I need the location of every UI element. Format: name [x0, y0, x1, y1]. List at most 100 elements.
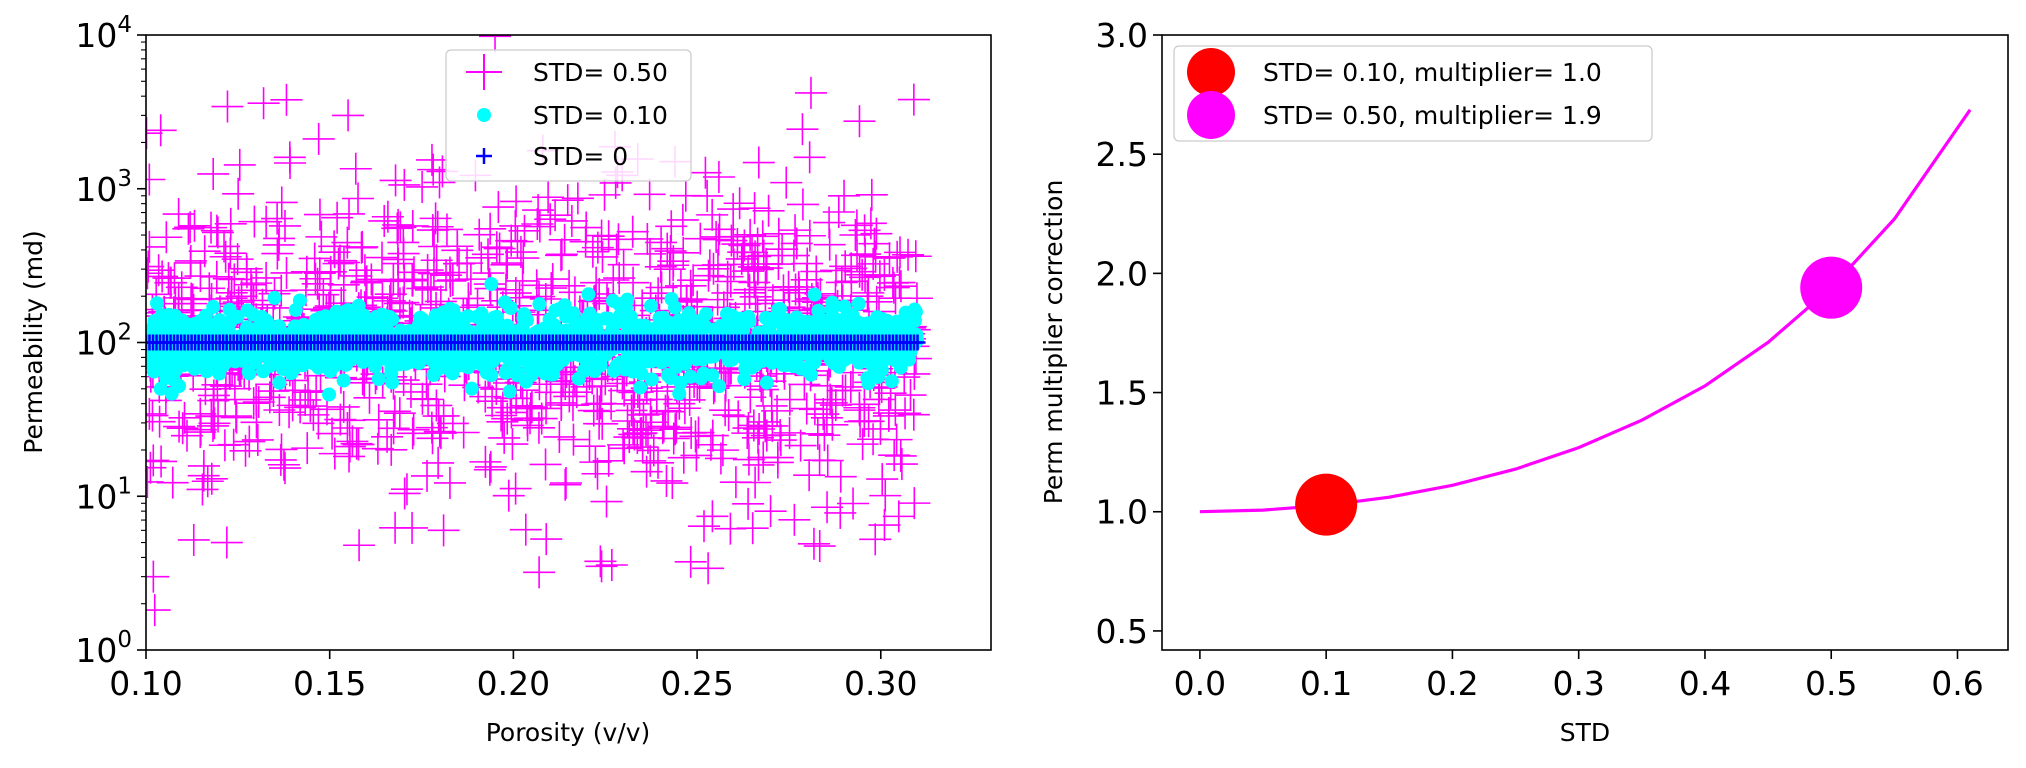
scatter-point	[482, 318, 497, 333]
scatter-point	[291, 432, 324, 465]
scatter-point	[179, 334, 194, 349]
scatter-point	[180, 317, 195, 332]
y-axis-label: Permeability (md)	[19, 230, 48, 453]
scatter-point	[529, 448, 562, 481]
scatter-point	[898, 487, 931, 520]
scatter-point	[447, 358, 462, 373]
scatter-point	[292, 293, 307, 308]
scatter-point	[146, 405, 176, 438]
scatter-point	[331, 226, 364, 259]
scatter-point	[217, 428, 250, 461]
scatter-point	[859, 240, 892, 273]
scatter-point	[486, 391, 519, 424]
scatter-point	[521, 207, 554, 240]
scatter-point	[882, 500, 915, 533]
scatter-point	[416, 214, 449, 247]
scatter-point	[229, 434, 262, 467]
scatter-point	[817, 314, 832, 329]
scatter-point	[200, 326, 215, 341]
x-tick-label: 0.25	[660, 664, 733, 703]
scatter-point	[824, 460, 857, 493]
scatter-point	[801, 417, 834, 450]
scatter-point	[861, 376, 876, 391]
scatter-point	[692, 314, 707, 329]
scatter-point	[650, 464, 683, 497]
scatter-point	[396, 263, 429, 296]
legend-marker	[466, 54, 502, 90]
scatter-point	[451, 247, 484, 280]
scatter-point	[581, 310, 596, 325]
scatter-point	[791, 247, 824, 280]
scatter-point	[146, 560, 170, 593]
scatter-point	[474, 450, 507, 483]
scatter-point	[484, 277, 499, 292]
scatter-point	[674, 269, 707, 302]
scatter-point	[539, 199, 572, 232]
scatter-point	[617, 358, 632, 373]
scatter-point	[157, 352, 172, 367]
scatter-point	[848, 404, 881, 437]
scatter-point	[654, 235, 687, 268]
scatter-point	[162, 308, 177, 323]
scatter-point	[908, 304, 923, 319]
scatter-point	[603, 262, 636, 295]
scatter-point	[807, 287, 822, 302]
scatter-point	[542, 312, 557, 327]
scatter-point	[705, 368, 720, 383]
x-tick-label: 0.0	[1174, 664, 1226, 703]
scatter-point	[265, 186, 298, 219]
scatter-point	[869, 479, 902, 512]
scatter-point	[297, 398, 330, 431]
line-series	[1199, 108, 1972, 536]
scatter-point	[200, 214, 233, 247]
scatter-point	[163, 410, 196, 443]
scatter-point	[146, 230, 166, 263]
scatter-point	[613, 307, 628, 322]
scatter-point	[223, 148, 256, 181]
scatter-point	[569, 225, 602, 258]
scatter-point	[807, 398, 840, 431]
scatter-point	[762, 217, 795, 250]
scatter-point	[555, 353, 570, 368]
legend: STD= 0.10, multiplier= 1.0 STD= 0.50, mu…	[1173, 45, 1653, 142]
scatter-point	[778, 503, 811, 536]
scatter-point	[482, 191, 515, 224]
scatter-point	[346, 322, 361, 337]
scatter-point	[423, 352, 438, 367]
scatter-point	[430, 259, 463, 292]
scatter-point	[843, 255, 876, 288]
scatter-point	[712, 399, 745, 432]
scatter-point	[693, 249, 726, 282]
scatter-point	[829, 374, 862, 407]
scatter-point	[187, 459, 220, 492]
y-tick-label: 1.5	[1096, 374, 1148, 413]
scatter-point	[368, 359, 383, 374]
scatter-point	[581, 457, 614, 490]
scatter-point	[411, 254, 444, 287]
scatter-point	[549, 468, 582, 501]
y-axis-ticks: 0.5 1.0 1.5 2.0 2.5 3.0	[1096, 16, 1162, 651]
scatter-point	[485, 399, 518, 432]
scatter-point	[701, 283, 734, 316]
scatter-point	[683, 369, 698, 384]
scatter-point	[371, 372, 386, 387]
scatter-point	[793, 219, 826, 252]
scatter-point	[146, 444, 170, 477]
scatter-point	[507, 242, 540, 275]
scatter-point	[632, 318, 647, 333]
scatter-point	[667, 441, 700, 474]
scatter-point	[483, 232, 516, 265]
scatter-point	[666, 203, 699, 236]
scatter-point	[398, 256, 431, 289]
scatter-point	[579, 446, 612, 479]
scatter-point	[536, 263, 569, 296]
legend-label: STD= 0.50	[533, 58, 668, 87]
scatter-point	[381, 212, 414, 245]
scatter-point	[530, 392, 563, 425]
scatter-point	[152, 262, 185, 295]
scatter-point	[514, 402, 547, 435]
scatter-point	[177, 523, 210, 556]
scatter-point	[656, 467, 689, 500]
scatter-point	[390, 347, 405, 362]
scatter-point	[146, 260, 179, 293]
